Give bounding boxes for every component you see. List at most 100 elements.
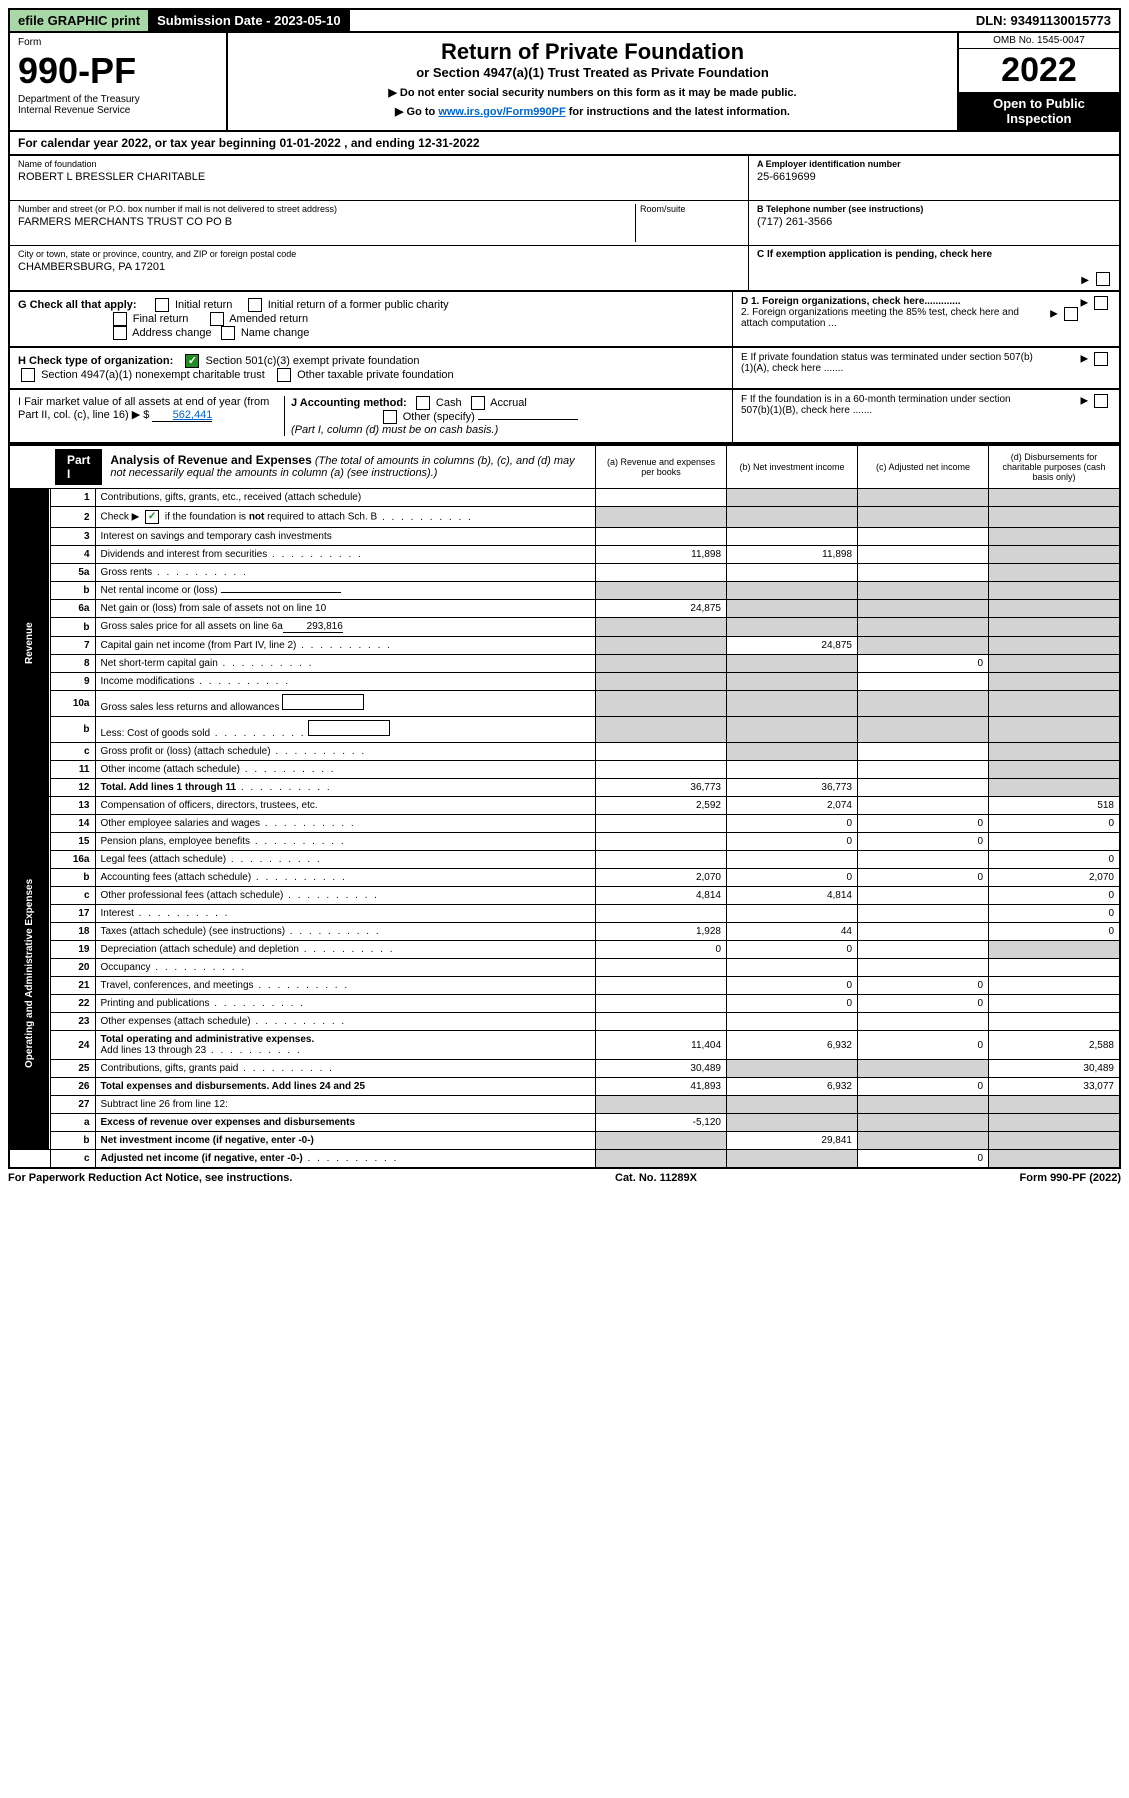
footer-catno: Cat. No. 11289X	[615, 1172, 697, 1184]
table-row: 18Taxes (attach schedule) (see instructi…	[9, 923, 1120, 941]
table-row: 8Net short-term capital gain0	[9, 655, 1120, 673]
h-501c3-cb[interactable]	[185, 354, 199, 368]
table-row: 26Total expenses and disbursements. Add …	[9, 1078, 1120, 1096]
form-subtitle: or Section 4947(a)(1) Trust Treated as P…	[234, 65, 951, 80]
i-fmv-value[interactable]: 562,441	[152, 409, 212, 422]
addr-value: FARMERS MERCHANTS TRUST CO PO B	[18, 216, 635, 228]
part1-label: Part I	[55, 449, 102, 485]
j-accrual-cb[interactable]	[471, 396, 485, 410]
table-row: 19Depreciation (attach schedule) and dep…	[9, 941, 1120, 959]
entity-info-grid: Name of foundation ROBERT L BRESSLER CHA…	[8, 156, 1121, 292]
tax-year: 2022	[959, 49, 1119, 92]
dept-treasury: Department of the Treasury	[18, 94, 218, 105]
table-row: 17Interest0	[9, 905, 1120, 923]
j-other-cb[interactable]	[383, 410, 397, 424]
table-row: 23Other expenses (attach schedule)	[9, 1013, 1120, 1031]
j-cash-cb[interactable]	[416, 396, 430, 410]
table-row: 24Total operating and administrative exp…	[9, 1031, 1120, 1060]
j-note: (Part I, column (d) must be on cash basi…	[291, 424, 498, 436]
g-initial-return-cb[interactable]	[155, 298, 169, 312]
table-row: 2Check ▶ if the foundation is not requir…	[9, 507, 1120, 528]
h-label: H Check type of organization:	[18, 355, 173, 367]
table-row: Revenue 1Contributions, gifts, grants, e…	[9, 489, 1120, 507]
table-row: 16aLegal fees (attach schedule)0	[9, 851, 1120, 869]
name-label: Name of foundation	[18, 159, 740, 169]
col-a-header: (a) Revenue and expenses per books	[596, 445, 727, 489]
table-row: 12Total. Add lines 1 through 1136,77336,…	[9, 779, 1120, 797]
h-other-taxable-cb[interactable]	[277, 368, 291, 382]
c-checkbox[interactable]	[1096, 272, 1110, 286]
table-row: 11Other income (attach schedule)	[9, 761, 1120, 779]
g-final-return-cb[interactable]	[113, 312, 127, 326]
d1-checkbox[interactable]	[1094, 296, 1108, 310]
form-header: Form 990-PF Department of the Treasury I…	[8, 33, 1121, 132]
expenses-tab: Operating and Administrative Expenses	[9, 797, 50, 1150]
g-label: G Check all that apply:	[18, 299, 137, 311]
form-title: Return of Private Foundation	[234, 39, 951, 65]
table-row: 3Interest on savings and temporary cash …	[9, 528, 1120, 546]
f-label: F If the foundation is in a 60-month ter…	[741, 394, 1041, 416]
col-c-header: (c) Adjusted net income	[858, 445, 989, 489]
table-row: 21Travel, conferences, and meetings00	[9, 977, 1120, 995]
g-address-change-cb[interactable]	[113, 326, 127, 340]
col-d-header: (d) Disbursements for charitable purpose…	[989, 445, 1121, 489]
part1-title: Analysis of Revenue and Expenses	[110, 453, 311, 467]
g-d-row: G Check all that apply: Initial return I…	[8, 292, 1121, 348]
efile-print-button[interactable]: efile GRAPHIC print	[10, 10, 149, 31]
table-row: 10aGross sales less returns and allowanc…	[9, 691, 1120, 717]
table-row: 9Income modifications	[9, 673, 1120, 691]
ein-label: A Employer identification number	[757, 159, 1111, 169]
g-amended-cb[interactable]	[210, 312, 224, 326]
g-name-change-cb[interactable]	[221, 326, 235, 340]
form-number: 990-PF	[18, 50, 218, 92]
city-label: City or town, state or province, country…	[18, 249, 740, 259]
i-j-f-row: I Fair market value of all assets at end…	[8, 390, 1121, 444]
table-row: 27Subtract line 26 from line 12:	[9, 1096, 1120, 1114]
table-row: aExcess of revenue over expenses and dis…	[9, 1114, 1120, 1132]
table-row: 4Dividends and interest from securities1…	[9, 546, 1120, 564]
addr-label: Number and street (or P.O. box number if…	[18, 204, 635, 214]
city-value: CHAMBERSBURG, PA 17201	[18, 261, 740, 273]
table-row: Operating and Administrative Expenses 13…	[9, 797, 1120, 815]
d1-label: D 1. Foreign organizations, check here..…	[741, 296, 961, 307]
table-row: 22Printing and publications00	[9, 995, 1120, 1013]
d2-checkbox[interactable]	[1064, 307, 1078, 321]
table-row: bAccounting fees (attach schedule)2,0700…	[9, 869, 1120, 887]
c-exemption-label: C If exemption application is pending, c…	[757, 249, 992, 260]
calendar-year-line: For calendar year 2022, or tax year begi…	[8, 132, 1121, 156]
table-row: 15Pension plans, employee benefits00	[9, 833, 1120, 851]
table-row: 14Other employee salaries and wages000	[9, 815, 1120, 833]
table-row: 7Capital gain net income (from Part IV, …	[9, 637, 1120, 655]
note-ssn: ▶ Do not enter social security numbers o…	[234, 86, 951, 99]
table-row: bNet investment income (if negative, ent…	[9, 1132, 1120, 1150]
table-row: 6aNet gain or (loss) from sale of assets…	[9, 600, 1120, 618]
revenue-tab: Revenue	[9, 489, 50, 797]
foundation-name: ROBERT L BRESSLER CHARITABLE	[18, 171, 740, 183]
e-label: E If private foundation status was termi…	[741, 352, 1041, 374]
footer-paperwork: For Paperwork Reduction Act Notice, see …	[8, 1172, 292, 1184]
table-row: cGross profit or (loss) (attach schedule…	[9, 743, 1120, 761]
e-checkbox[interactable]	[1094, 352, 1108, 366]
top-bar: efile GRAPHIC print Submission Date - 20…	[8, 8, 1121, 33]
page-footer: For Paperwork Reduction Act Notice, see …	[8, 1169, 1121, 1184]
schb-checkbox[interactable]	[145, 510, 159, 524]
h-e-row: H Check type of organization: Section 50…	[8, 348, 1121, 390]
f-checkbox[interactable]	[1094, 394, 1108, 408]
col-b-header: (b) Net investment income	[727, 445, 858, 489]
table-row: 20Occupancy	[9, 959, 1120, 977]
part1-table: Part I Analysis of Revenue and Expenses …	[8, 444, 1121, 1169]
inspection-badge: Open to PublicInspection	[959, 92, 1119, 130]
footer-formno: Form 990-PF (2022)	[1020, 1172, 1122, 1184]
irs-link[interactable]: www.irs.gov/Form990PF	[438, 106, 565, 118]
g-initial-former-cb[interactable]	[248, 298, 262, 312]
phone-value: (717) 261-3566	[757, 216, 1111, 228]
dln: DLN: 93491130015773	[968, 10, 1119, 31]
omb-number: OMB No. 1545-0047	[959, 33, 1119, 49]
submission-date: Submission Date - 2023-05-10	[149, 10, 350, 31]
j-label: J Accounting method:	[291, 397, 407, 409]
table-row: cOther professional fees (attach schedul…	[9, 887, 1120, 905]
table-row: 25Contributions, gifts, grants paid30,48…	[9, 1060, 1120, 1078]
note-goto: ▶ Go to www.irs.gov/Form990PF for instru…	[234, 105, 951, 118]
table-row: bLess: Cost of goods sold	[9, 717, 1120, 743]
h-4947-cb[interactable]	[21, 368, 35, 382]
